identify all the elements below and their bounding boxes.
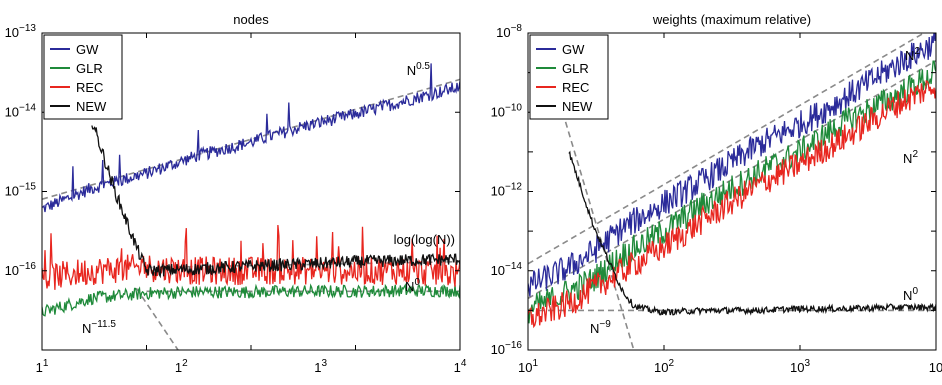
x-tick-label: 102	[654, 358, 674, 375]
reference-line-4	[135, 287, 179, 350]
reference-line-1	[528, 33, 926, 265]
x-tick-label: 101	[518, 358, 538, 375]
series-line-rec	[42, 224, 460, 290]
x-tick-label: 103	[790, 358, 810, 375]
legend: GW GLR REC NEW	[529, 34, 609, 120]
reference-label: N2	[903, 149, 918, 166]
reference-label: N0.5	[407, 61, 431, 78]
x-tick-label: 14	[454, 358, 467, 375]
y-tick-label: 10−12	[491, 182, 523, 199]
chart-panel-1: nodes 10−13 10−14 10−15 10−16 11 12 13 14 N0.5 log…	[5, 12, 467, 375]
series-line-gw	[528, 33, 936, 297]
y-tick-label: 10−14	[491, 261, 523, 278]
y-tick-label: 10−8	[496, 23, 522, 40]
y-tick-label: 10−15	[5, 182, 37, 199]
legend-label: NEW	[562, 99, 593, 114]
series-line-new	[568, 150, 936, 317]
legend-label: GW	[76, 42, 99, 57]
chart-title: weights (maximum relative)	[652, 12, 811, 27]
legend-label: GLR	[76, 61, 103, 76]
y-tick-label: 10−10	[491, 102, 523, 119]
legend-label: REC	[562, 80, 589, 95]
chart-title: nodes	[233, 12, 269, 27]
reference-line-2	[528, 60, 936, 300]
reference-label: N2	[905, 46, 920, 63]
legend: GW GLR REC NEW	[43, 34, 123, 120]
series-line-new	[91, 125, 460, 279]
reference-label: N0	[903, 286, 918, 303]
chart-panel-2: weights (maximum relative) 10−8 10−10 10−12…	[491, 12, 942, 375]
reference-line-4	[561, 112, 635, 350]
x-tick-label: 11	[36, 358, 49, 375]
plot-area	[528, 33, 936, 350]
y-tick-label: 10−16	[5, 261, 37, 278]
y-tick-label: 10−14	[5, 102, 37, 119]
reference-label: N−9	[590, 319, 611, 336]
legend-label: REC	[76, 80, 103, 95]
y-tick-label: 10−16	[491, 340, 523, 357]
x-tick-label: 10	[929, 360, 942, 375]
y-tick-label: 10−13	[5, 23, 37, 40]
series-line-glr	[42, 283, 460, 317]
reference-label: N0	[405, 277, 420, 294]
legend-label: NEW	[76, 99, 107, 114]
series-line-rec	[528, 80, 936, 329]
plot-area	[42, 63, 460, 350]
series-line-glr	[528, 60, 936, 324]
x-tick-label: 12	[175, 358, 188, 375]
legend-label: GW	[562, 42, 585, 57]
reference-label: log(log(N))	[394, 232, 455, 247]
legend-label: GLR	[562, 61, 589, 76]
reference-label: N−11.5	[82, 319, 116, 336]
x-tick-label: 13	[314, 358, 327, 375]
